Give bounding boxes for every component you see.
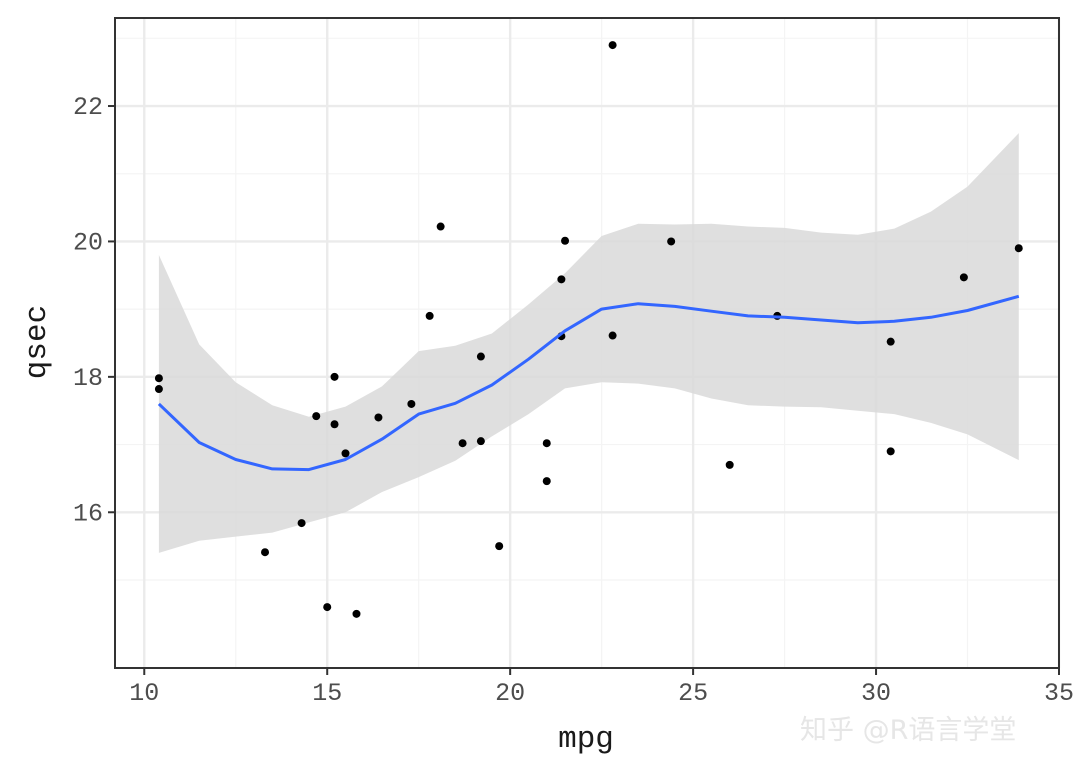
data-point <box>476 352 485 361</box>
y-tick-label: 20 <box>73 228 103 257</box>
data-point <box>1014 244 1023 253</box>
panel-border <box>114 17 1060 669</box>
data-point <box>886 337 895 346</box>
data-point <box>154 374 163 383</box>
data-point <box>608 331 617 340</box>
data-point <box>154 385 163 394</box>
watermark-text: 知乎 @R语言学堂 <box>800 715 1017 746</box>
axis-ticks: 10 15 20 25 30 35 16 18 20 22 <box>73 93 1074 708</box>
data-point <box>341 449 350 458</box>
data-point <box>312 412 321 421</box>
panel-border-rect <box>114 17 1060 669</box>
data-point <box>476 437 485 446</box>
smooth-line <box>157 294 1020 472</box>
data-point <box>323 603 332 612</box>
x-tick-label: 20 <box>495 679 525 708</box>
data-point <box>561 236 570 245</box>
data-point <box>352 609 361 618</box>
y-tick-label: 22 <box>73 93 103 122</box>
x-tick-label: 30 <box>861 679 891 708</box>
data-point <box>330 372 339 381</box>
x-axis-title: mpg <box>558 722 614 757</box>
confidence-ribbon <box>158 133 1019 553</box>
data-point <box>458 439 467 448</box>
x-tick-label: 10 <box>129 679 159 708</box>
data-point <box>608 41 617 50</box>
y-axis-title: qsec <box>20 305 55 379</box>
data-point <box>330 420 339 429</box>
data-point <box>425 311 434 320</box>
loess-line <box>157 294 1020 472</box>
y-tick-label: 18 <box>73 364 103 393</box>
data-point <box>261 548 270 557</box>
data-points <box>154 41 1023 618</box>
confidence-band <box>158 133 1019 553</box>
x-tick-label: 15 <box>312 679 342 708</box>
data-point <box>374 413 383 422</box>
data-point <box>667 237 676 246</box>
x-tick-label: 25 <box>678 679 708 708</box>
data-point <box>407 399 416 408</box>
data-point <box>297 519 306 528</box>
data-point <box>542 439 551 448</box>
data-point <box>542 477 551 486</box>
data-point <box>886 447 895 456</box>
x-tick-label: 35 <box>1044 679 1074 708</box>
y-tick-label: 16 <box>73 499 103 528</box>
data-point <box>557 275 566 284</box>
data-point <box>725 460 734 469</box>
data-point <box>495 542 504 551</box>
data-point <box>959 273 968 282</box>
data-point <box>436 222 445 231</box>
